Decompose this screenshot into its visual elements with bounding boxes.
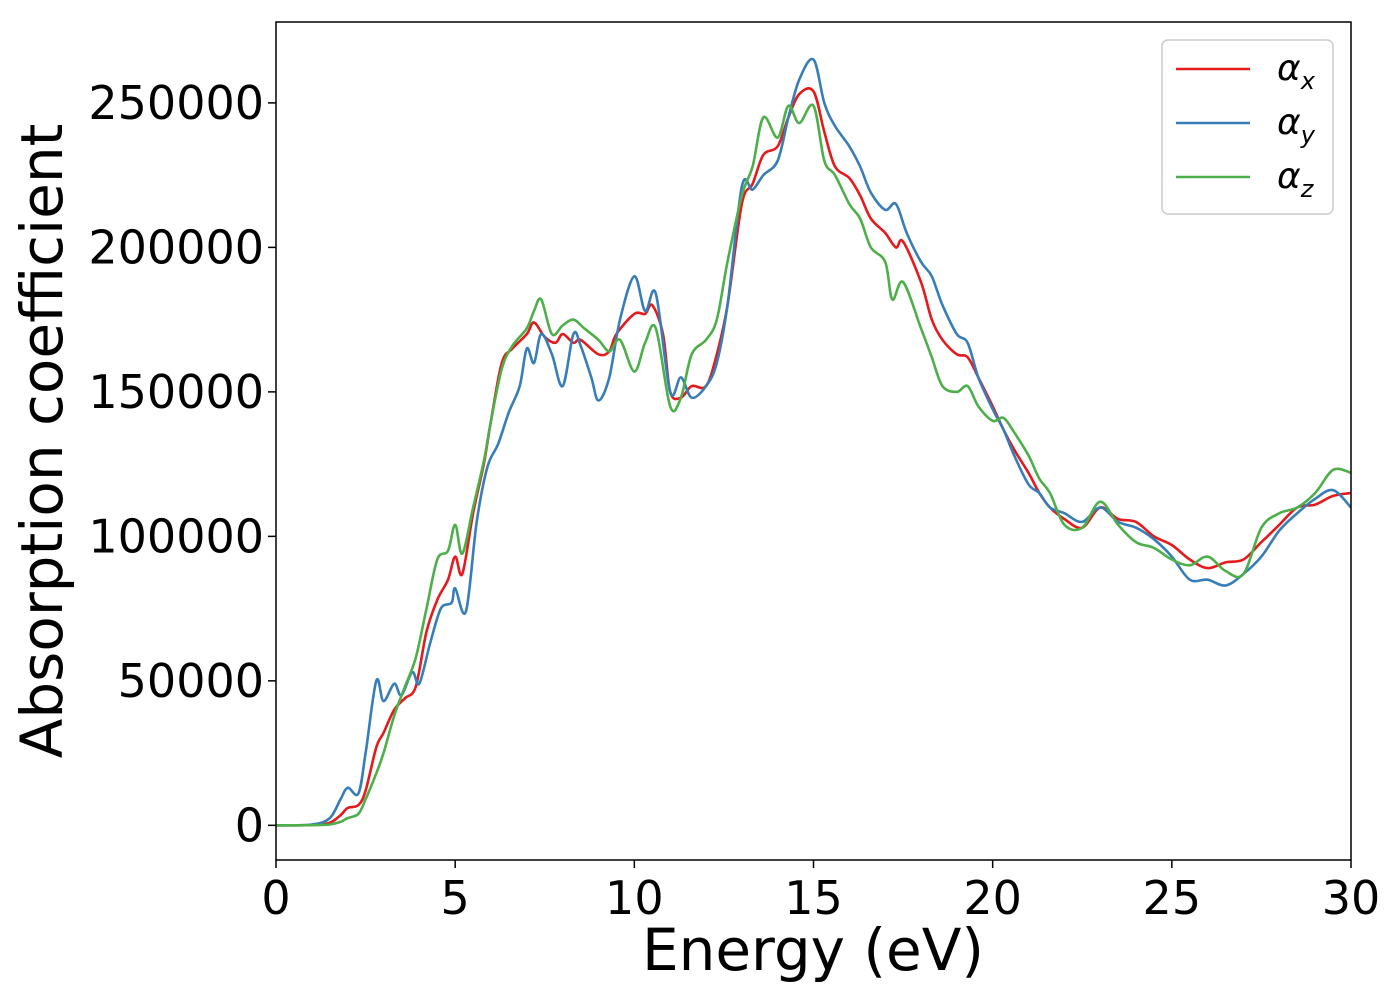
x-tick-label: 30 xyxy=(1322,871,1381,925)
series-line-z xyxy=(276,103,1351,827)
x-axis-label: Energy (eV) xyxy=(642,916,984,984)
legend-label-x: αx xyxy=(1277,48,1316,95)
x-tick-label: 5 xyxy=(441,871,470,925)
series-layer xyxy=(276,57,1351,827)
x-tick-label: 20 xyxy=(963,871,1022,925)
legend-label-y: αy xyxy=(1277,102,1316,149)
y-tick-label: 0 xyxy=(235,798,264,852)
y-axis-ticks: 0 50000 100000 150000 200000 250000 xyxy=(88,76,276,852)
y-tick-label: 150000 xyxy=(88,365,264,419)
y-tick-label: 200000 xyxy=(88,220,264,274)
x-tick-label: 0 xyxy=(261,871,290,925)
legend: αx αy αz xyxy=(1161,39,1334,215)
legend-box xyxy=(1161,39,1334,215)
y-axis-label: Absorption coefficient xyxy=(8,124,76,759)
x-tick-label: 10 xyxy=(605,871,664,925)
legend-label-z: αz xyxy=(1277,156,1315,203)
x-tick-label: 15 xyxy=(784,871,843,925)
y-tick-label: 50000 xyxy=(118,654,264,708)
y-tick-label: 250000 xyxy=(88,76,264,130)
y-tick-label: 100000 xyxy=(88,509,264,563)
x-axis-ticks: 0 5 10 15 20 25 30 xyxy=(261,860,1380,925)
x-tick-label: 25 xyxy=(1143,871,1202,925)
